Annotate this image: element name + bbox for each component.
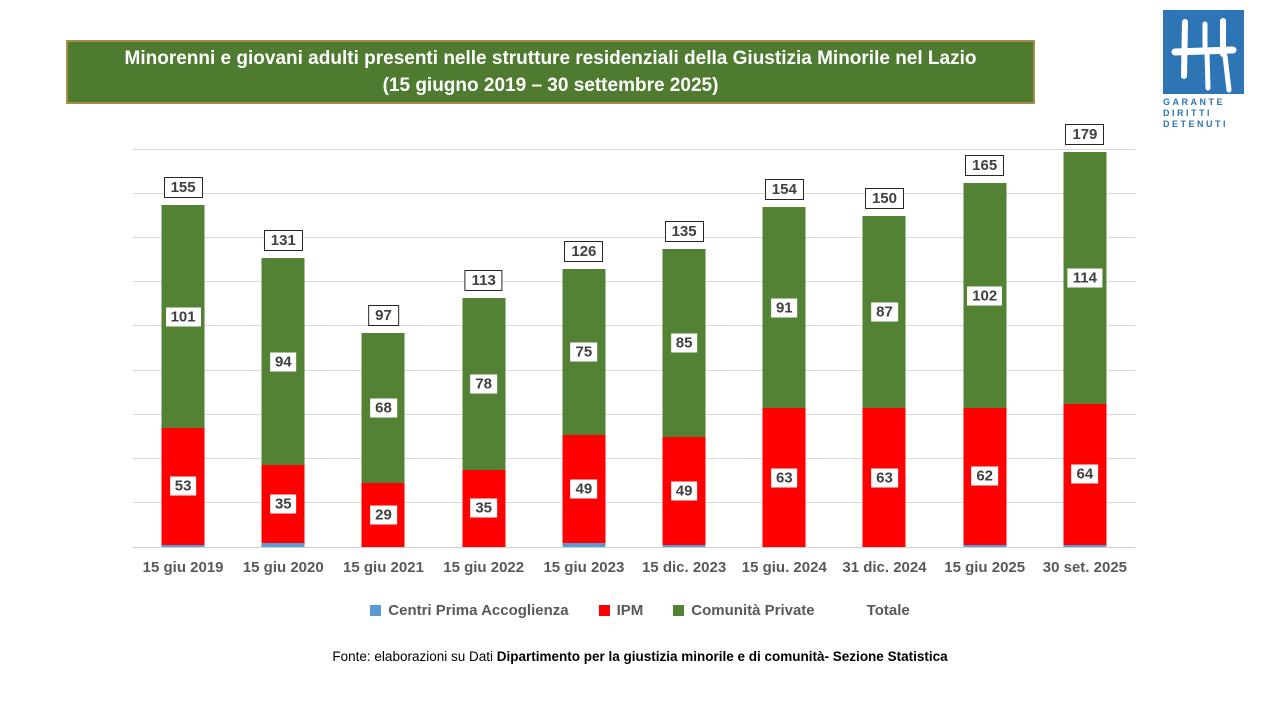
segment-value-label: 53 xyxy=(169,476,197,496)
legend-swatch-icon xyxy=(370,605,382,616)
segment-value-label: 63 xyxy=(871,468,898,488)
segment-value-label: 87 xyxy=(871,302,898,322)
x-axis-label-6: 15 dic. 2023 xyxy=(641,559,727,576)
gridline-60 xyxy=(133,413,1135,415)
bar-segment-centri-prima-accoglienza xyxy=(963,544,1007,547)
bar-slot-5: 49 75 126 xyxy=(534,150,634,547)
chart-title-line1: Minorenni e giovani adulti presenti nell… xyxy=(124,48,977,69)
logo-wordmark: GARANTE DIRITTI DETENUTI xyxy=(1163,97,1244,130)
logo-mark-icon xyxy=(1163,10,1244,94)
segment-value-label: 62 xyxy=(971,466,999,486)
garante-diritti-detenuti-logo: GARANTE DIRITTI DETENUTI xyxy=(1163,10,1244,130)
x-axis-label-5: 15 giu 2023 xyxy=(543,559,625,576)
chart-title-banner: Minorenni e giovani adulti presenti nell… xyxy=(66,40,1035,104)
total-value-label: 179 xyxy=(1065,124,1105,146)
legend-swatch-icon xyxy=(673,605,685,616)
legend-swatch-icon xyxy=(598,605,610,616)
segment-value-label: 78 xyxy=(470,374,498,394)
logo-glyph-icon xyxy=(1171,18,1237,93)
x-axis-label-3: 15 giu 2021 xyxy=(343,559,424,576)
x-axis-label-9: 15 giu 2025 xyxy=(944,559,1026,576)
source-bold: Dipartimento per la giustizia minorile e… xyxy=(496,649,948,664)
segment-value-label: 63 xyxy=(770,468,798,488)
bar-segment-centri-prima-accoglienza xyxy=(1063,544,1107,547)
gridline-20 xyxy=(133,501,1135,503)
total-value-label: 113 xyxy=(464,269,503,291)
x-axis-label-10: 30 set. 2025 xyxy=(1042,559,1128,576)
legend-label: Centri Prima Accoglienza xyxy=(388,602,569,619)
legend-item-comunità-private: Comunità Private xyxy=(673,602,815,619)
total-value-label: 165 xyxy=(965,155,1005,177)
legend-item-totale: Totale xyxy=(845,602,910,619)
bar-segment-centri-prima-accoglienza xyxy=(562,542,606,547)
segment-value-label: 114 xyxy=(1067,268,1102,288)
total-value-label: 150 xyxy=(864,188,904,210)
segment-value-label: 64 xyxy=(1071,464,1099,484)
segment-value-label: 29 xyxy=(370,505,397,525)
x-axis-label-8: 31 dic. 2024 xyxy=(842,559,927,576)
bar-slot-7: 63 91 154 xyxy=(734,150,834,547)
source-prefix: Fonte: xyxy=(332,649,371,664)
bar-segment-centri-prima-accoglienza xyxy=(161,544,205,547)
total-value-label: 126 xyxy=(564,241,604,263)
legend-item-centri-prima-accoglienza: Centri Prima Accoglienza xyxy=(370,602,569,619)
bar-slot-1: 53 101 155 xyxy=(133,150,233,547)
segment-value-label: 91 xyxy=(770,298,798,318)
legend-item-ipm: IPM xyxy=(598,602,644,619)
x-axis-label-4: 15 giu 2022 xyxy=(443,559,525,576)
gridline-120 xyxy=(133,281,1135,283)
bar-slot-9: 62 102 165 xyxy=(935,150,1035,547)
segment-value-label: 102 xyxy=(967,286,1003,306)
bar-slot-8: 63 87 150 xyxy=(834,150,934,547)
logo-word-garante: GARANTE xyxy=(1163,97,1225,107)
chart-title-line2: (15 giugno 2019 – 30 settembre 2025) xyxy=(382,75,719,96)
total-value-label: 135 xyxy=(664,221,704,243)
segment-value-label: 35 xyxy=(269,494,297,514)
segment-value-label: 101 xyxy=(165,307,201,327)
segment-value-label: 75 xyxy=(570,342,598,362)
legend-label: Comunità Private xyxy=(691,602,815,619)
legend-label: IPM xyxy=(616,602,644,619)
total-value-label: 155 xyxy=(163,177,203,199)
segment-value-label: 49 xyxy=(570,479,598,499)
segment-value-label: 85 xyxy=(670,333,698,353)
source-normal: elaborazioni su Dati xyxy=(370,649,497,664)
segment-value-label: 49 xyxy=(670,481,698,501)
x-axis-label-2: 15 giu 2020 xyxy=(242,559,324,576)
gridline-140 xyxy=(133,237,1135,239)
bar-segment-centri-prima-accoglienza xyxy=(261,542,305,547)
gridline-180 xyxy=(133,149,1135,150)
gridline-80 xyxy=(133,369,1135,371)
total-value-label: 97 xyxy=(368,305,399,327)
stacked-bar-chart-plot-area: 53 101 155 35 94 131 29 68 97 35 78 113 49 75 126 49 85 1… xyxy=(133,124,1135,548)
x-axis-line xyxy=(133,547,1135,548)
chart-legend: Centri Prima Accoglienza IPM Comunità Priv… xyxy=(0,602,1280,619)
bar-slot-2: 35 94 131 xyxy=(233,150,333,547)
bar-slot-10: 64 114 179 xyxy=(1035,124,1135,547)
logo-word-diritti: DIRITTI xyxy=(1163,108,1212,118)
x-axis-label-7: 15 giu. 2024 xyxy=(741,559,827,576)
x-axis-labels: 15 giu 2019 15 giu 2020 15 giu 2021 15 giu … xyxy=(133,559,1135,581)
gridline-100 xyxy=(133,325,1135,327)
gridline-160 xyxy=(133,193,1135,195)
legend-label: Totale xyxy=(866,602,910,619)
bar-segment-centri-prima-accoglienza xyxy=(662,544,706,547)
bar-slot-6: 49 85 135 xyxy=(634,150,734,547)
bar-slot-4: 35 78 113 xyxy=(434,150,534,547)
total-value-label: 154 xyxy=(764,179,804,201)
segment-value-label: 94 xyxy=(269,352,297,372)
total-value-label: 131 xyxy=(263,230,303,252)
segment-value-label: 35 xyxy=(470,498,498,518)
bar-slot-3: 29 68 97 xyxy=(333,150,433,547)
logo-word-detenuti: DETENUTI xyxy=(1163,119,1228,129)
x-axis-label-1: 15 giu 2019 xyxy=(142,559,224,576)
gridline-40 xyxy=(133,457,1135,459)
segment-value-label: 68 xyxy=(370,398,397,418)
source-note: Fonte: elaborazioni su Dati Dipartimento… xyxy=(0,649,1280,664)
